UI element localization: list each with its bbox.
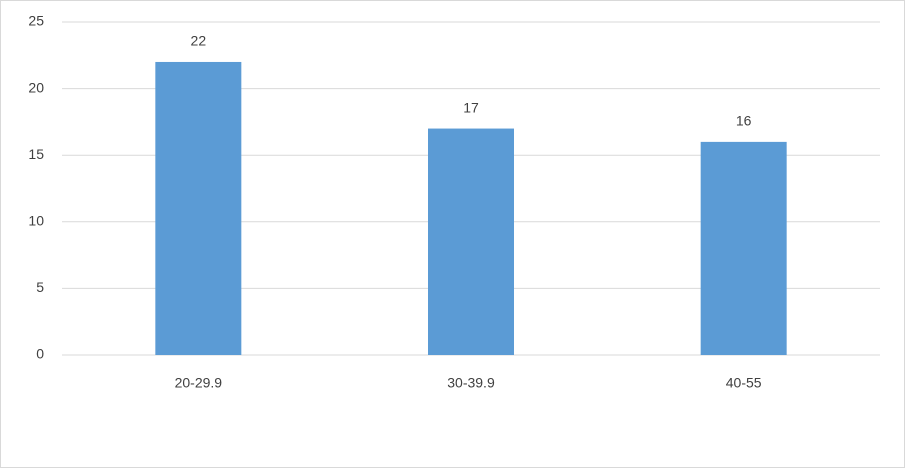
data-label: 16 bbox=[736, 113, 752, 129]
y-tick-label: 0 bbox=[36, 346, 44, 362]
bar bbox=[155, 61, 242, 356]
data-label: 17 bbox=[463, 99, 479, 115]
bar bbox=[428, 128, 514, 355]
x-tick-label: 20-29.9 bbox=[175, 375, 223, 391]
bar bbox=[700, 141, 787, 355]
y-tick-label: 20 bbox=[28, 79, 44, 95]
data-label: 22 bbox=[191, 33, 207, 49]
x-tick-label: 40-55 bbox=[726, 375, 762, 391]
y-tick-label: 10 bbox=[28, 213, 44, 229]
y-tick-label: 25 bbox=[28, 13, 44, 29]
y-tick-label: 15 bbox=[28, 146, 44, 162]
y-tick-label: 5 bbox=[36, 279, 44, 295]
x-tick-label: 30-39.9 bbox=[447, 375, 495, 391]
